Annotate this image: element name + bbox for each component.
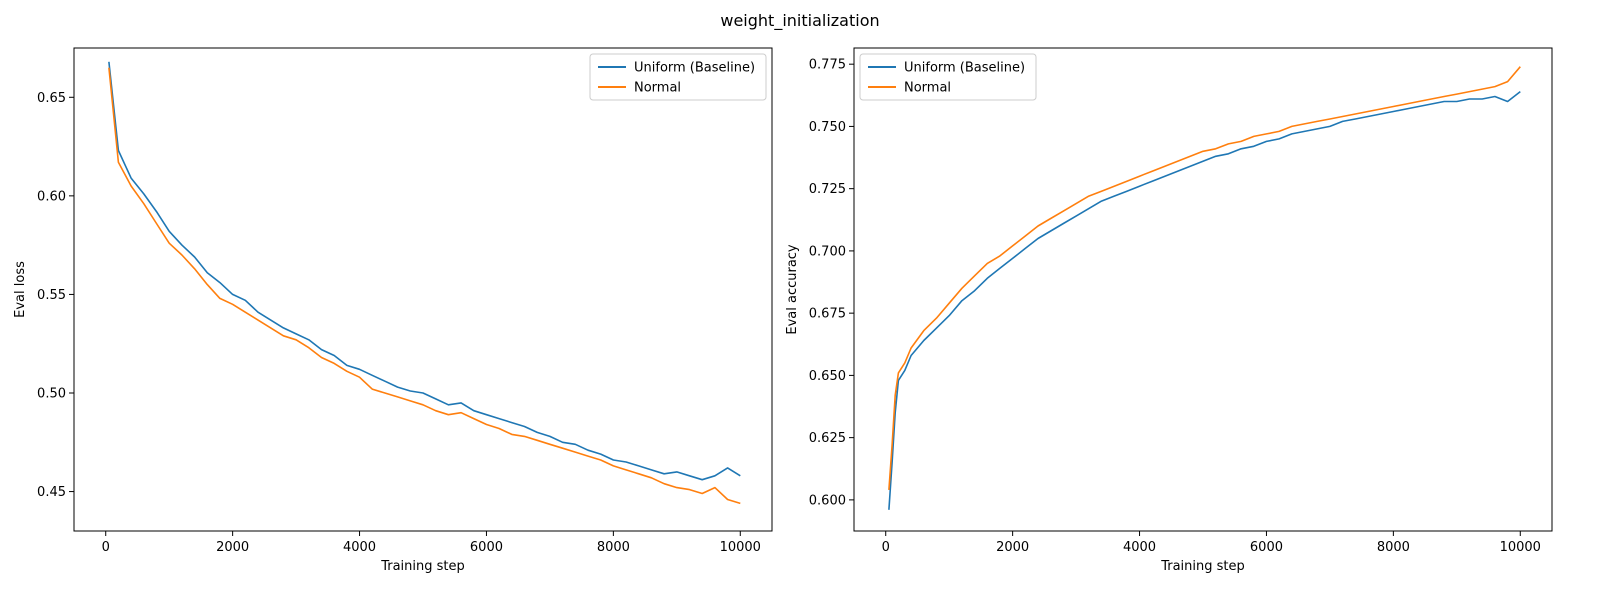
y-tick-label: 0.55: [37, 288, 66, 303]
x-tick-label: 10000: [1500, 540, 1541, 555]
legend-label: Normal: [904, 81, 951, 96]
plot-frame: [853, 47, 1553, 532]
y-tick-label: 0.60: [37, 189, 66, 204]
x-tick-label: 4000: [1123, 540, 1156, 555]
legend-box: [859, 53, 1037, 101]
y-tick-label: 0.725: [809, 182, 846, 197]
x-tick-label: 6000: [470, 540, 503, 555]
x-tick-label: 0: [102, 540, 110, 555]
legend: Uniform (Baseline) Normal: [859, 53, 1037, 101]
x-tick-label: 2000: [216, 540, 249, 555]
y-tick-label: 0.750: [809, 120, 846, 135]
plot-frame: [73, 47, 773, 532]
figure-title: weight_initialization: [720, 11, 879, 31]
loss-panel: 0 2000 4000 6000 8000 10000 0.45 0.50 0.55 0.60 0.…: [13, 47, 773, 574]
x-tick-label: 2000: [996, 540, 1029, 555]
series-line-uniform: [108, 61, 741, 481]
y-tick-label: 0.600: [809, 493, 846, 508]
y-tick-label: 0.50: [37, 387, 66, 402]
series-line-normal: [108, 67, 741, 505]
y-axis-label: Eval accuracy: [785, 244, 800, 335]
series-line-normal: [888, 66, 1521, 490]
x-tick-label: 0: [882, 540, 890, 555]
series-line-uniform: [888, 90, 1521, 510]
x-tick-label: 6000: [1250, 540, 1283, 555]
y-tick-label: 0.700: [809, 244, 846, 259]
accuracy-panel: 0 2000 4000 6000 8000 10000 0.600 0.625 0.650 0.6…: [785, 47, 1553, 574]
x-axis-label: Training step: [380, 559, 465, 574]
y-tick-label: 0.65: [37, 91, 66, 106]
legend-label: Uniform (Baseline): [634, 61, 755, 76]
y-tick-label: 0.650: [809, 369, 846, 384]
y-tick-label: 0.45: [37, 485, 66, 500]
x-tick-label: 8000: [1377, 540, 1410, 555]
y-tick-label: 0.775: [809, 58, 846, 73]
x-tick-label: 10000: [720, 540, 761, 555]
y-tick-label: 0.625: [809, 431, 846, 446]
y-tick-label: 0.675: [809, 307, 846, 322]
x-tick-label: 4000: [343, 540, 376, 555]
y-axis-label: Eval loss: [13, 261, 28, 318]
x-axis-label: Training step: [1160, 559, 1245, 574]
legend: Uniform (Baseline) Normal: [589, 53, 767, 101]
legend-label: Normal: [634, 81, 681, 96]
x-tick-label: 8000: [597, 540, 630, 555]
legend-label: Uniform (Baseline): [904, 61, 1025, 76]
legend-box: [589, 53, 767, 101]
